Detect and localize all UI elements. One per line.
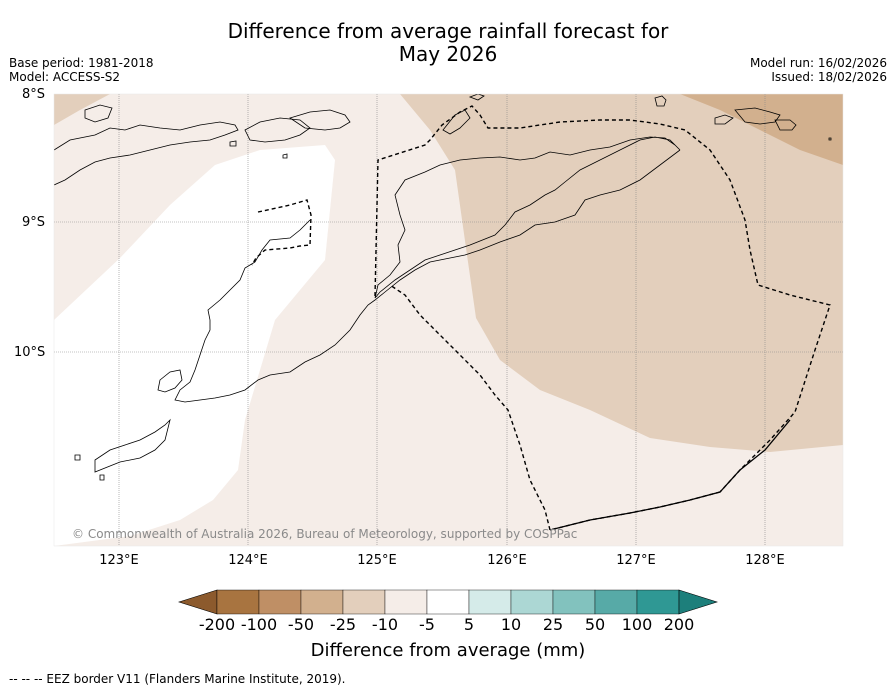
meta-left: Base period: 1981-2018 Model: ACCESS-S2 — [9, 56, 154, 84]
colorbar-tick-label: -10 — [371, 615, 399, 634]
meta-right: Model run: 16/02/2026 Issued: 18/02/2026 — [750, 56, 887, 84]
colorbar-swatch — [636, 589, 680, 615]
lat-label-9s: 9°S — [22, 215, 46, 230]
colorbar-extend-low — [178, 589, 218, 615]
colorbar-swatch — [258, 589, 302, 615]
colorbar-tick-label: 50 — [584, 615, 606, 634]
lon-label-124e: 124°E — [228, 553, 268, 568]
copyright-notice: © Commonwealth of Australia 2026, Bureau… — [72, 527, 578, 541]
lon-label-126e: 126°E — [487, 553, 527, 568]
map-area — [54, 94, 843, 546]
colorbar — [178, 589, 718, 615]
colorbar-tick-label: -100 — [240, 615, 278, 634]
lon-label-128e: 128°E — [745, 553, 785, 568]
colorbar-tick-label: -50 — [287, 615, 315, 634]
lon-label-125e: 125°E — [357, 553, 397, 568]
shading-near-average — [54, 145, 335, 546]
chart-title: Difference from average rainfall forecas… — [0, 20, 896, 66]
model-name: Model: ACCESS-S2 — [9, 70, 121, 84]
title-line-2: May 2026 — [398, 42, 498, 66]
colorbar-swatch — [594, 589, 638, 615]
lon-label-123e: 123°E — [99, 553, 139, 568]
colorbar-swatch — [342, 589, 386, 615]
colorbar-swatch — [384, 589, 428, 615]
lat-label-8s: 8°S — [22, 87, 46, 102]
map-frame — [53, 93, 844, 547]
issued-date: Issued: 18/02/2026 — [771, 70, 887, 84]
shading-drier — [400, 94, 843, 452]
border-solid-segment — [549, 419, 791, 531]
lat-label-10s: 10°S — [14, 345, 46, 360]
colorbar-extend-high — [678, 589, 718, 615]
model-run: Model run: 16/02/2026 — [749, 56, 887, 70]
title-line-1: Difference from average rainfall forecas… — [227, 19, 669, 43]
eez-footnote: -- -- -- EEZ border V11 (Flanders Marine… — [9, 672, 346, 686]
colorbar-tick-label: 10 — [500, 615, 522, 634]
colorbar-swatch — [426, 589, 470, 615]
colorbar-tick-label: 25 — [542, 615, 564, 634]
colorbar-swatch — [300, 589, 344, 615]
colorbar-title: Difference from average (mm) — [310, 640, 586, 661]
coastlines — [54, 94, 832, 481]
colorbar-swatch — [468, 589, 512, 615]
lon-label-127e: 127°E — [616, 553, 656, 568]
colorbar-tick-label: -25 — [329, 615, 357, 634]
shading-drier-nw — [54, 94, 110, 125]
graticule — [54, 94, 843, 546]
colorbar-swatch — [552, 589, 596, 615]
colorbar-swatch — [510, 589, 554, 615]
colorbar-tick-label: 200 — [663, 615, 695, 634]
colorbar-tick-label: 5 — [463, 615, 475, 634]
base-period: Base period: 1981-2018 — [9, 56, 154, 70]
colorbar-tick-label: -5 — [419, 615, 435, 634]
colorbar-tick-label: -200 — [198, 615, 236, 634]
shading-much-drier — [680, 94, 843, 165]
colorbar-swatch — [216, 589, 260, 615]
colorbar-tick-label: 100 — [621, 615, 653, 634]
